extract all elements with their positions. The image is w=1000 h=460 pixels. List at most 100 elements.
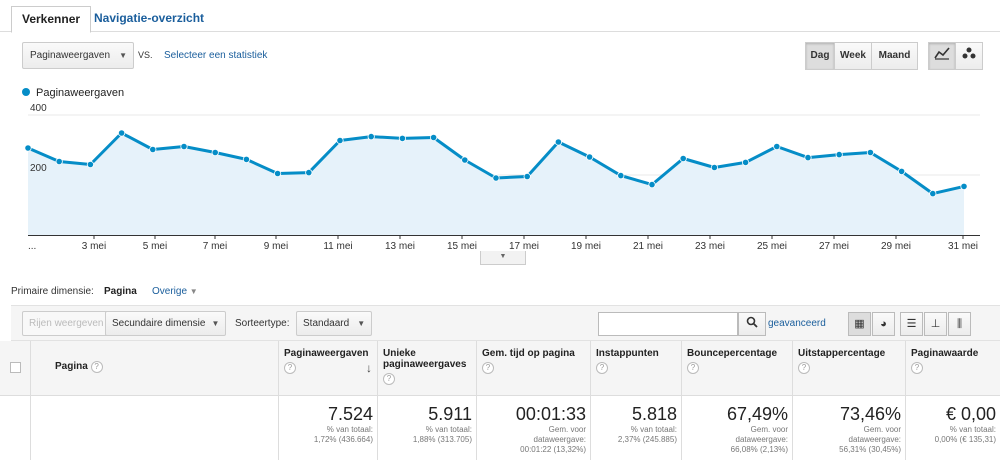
data-point[interactable] (398, 134, 406, 143)
table-header: Pagina ? Paginaweergaven? ↓ Unieke paginaw… (0, 341, 1000, 396)
data-point[interactable] (617, 172, 625, 180)
data-point[interactable] (648, 181, 656, 189)
totals-subtext: % van totaal: (425, 425, 472, 434)
data-point[interactable] (180, 142, 188, 151)
data-point[interactable] (336, 136, 344, 145)
help-icon[interactable]: ? (911, 362, 923, 374)
totals-value: 00:01:33 (515, 404, 586, 424)
data-point[interactable] (897, 167, 906, 176)
chart-resize-handle[interactable]: ▼ (480, 251, 526, 265)
data-point[interactable] (523, 172, 531, 181)
help-icon[interactable]: ? (90, 361, 103, 373)
totals-cell: € 0,00% van totaal: 0,00% (€ 135,31) (905, 396, 1000, 460)
header-col-5[interactable]: Uitstappercentage? (792, 341, 905, 396)
totals-subtext: % van totaal: (949, 425, 996, 434)
series-dot-icon (22, 88, 30, 96)
totals-subtext: dataweergave: (848, 435, 901, 444)
line-chart-icon[interactable] (928, 42, 956, 70)
period-week-button[interactable]: Week (834, 42, 872, 70)
header-col-6[interactable]: Paginawaarde? (905, 341, 1000, 396)
select-all-checkbox[interactable] (10, 362, 21, 373)
data-point[interactable] (305, 169, 313, 177)
totals-cell: 5.818% van totaal: 2,37% (245.885) (590, 396, 681, 460)
data-point[interactable] (118, 129, 126, 137)
data-point[interactable] (554, 138, 563, 146)
data-point[interactable] (585, 153, 594, 161)
x-tick-label: 19 mei (571, 241, 601, 252)
pivot-view-icon[interactable]: ⫼ (948, 312, 971, 336)
motion-chart-icon[interactable] (955, 42, 983, 70)
sort-descending-icon: ↓ (366, 361, 372, 375)
chart-controls: Paginaweergaven ▼ VS. Selecteer een stat… (0, 32, 1000, 82)
tab-navigatie-overzicht[interactable]: Navigatie-overzicht (94, 11, 205, 25)
totals-subtext: 1,88% (313.705) (412, 435, 472, 444)
chevron-down-icon: ▼ (211, 319, 220, 328)
data-point[interactable] (461, 156, 469, 164)
data-point[interactable] (429, 133, 438, 142)
totals-subtext: % van totaal: (630, 425, 677, 434)
header-col-4[interactable]: Bouncepercentage? (681, 341, 792, 396)
header-col-3[interactable]: Instappunten? (590, 341, 681, 396)
totals-subtext: Gem. voor (548, 425, 586, 434)
totals-subtext: 00:01:22 (13,32%) (520, 445, 586, 454)
metric-dropdown[interactable]: Paginaweergaven ▼ (22, 42, 134, 69)
data-point[interactable] (741, 158, 750, 167)
data-point[interactable] (86, 160, 95, 169)
help-icon[interactable]: ? (383, 373, 395, 385)
data-point[interactable] (710, 163, 719, 172)
table-search-input[interactable] (598, 312, 738, 336)
comparison-view-icon[interactable]: ⊥ (924, 312, 947, 336)
data-point[interactable] (55, 157, 63, 166)
data-point[interactable] (679, 154, 687, 163)
totals-subtext: 66,08% (2,13%) (730, 445, 788, 454)
select-statistic-link[interactable]: Selecteer een statistiek (164, 50, 268, 61)
table-view-icon[interactable]: ▦ (848, 312, 871, 336)
header-col-2[interactable]: Gem. tijd op pagina? (476, 341, 590, 396)
chart-legend: Paginaweergaven (22, 87, 124, 99)
totals-cell: 67,49% Gem. voor dataweergave: 66,08% (2,13… (681, 396, 792, 460)
x-tick-label: 15 mei (447, 241, 477, 252)
data-point[interactable] (773, 142, 781, 151)
data-point[interactable] (24, 144, 32, 152)
totals-cell: 5.911% van totaal: 1,88% (313.705) (377, 396, 476, 460)
sort-type-dropdown[interactable]: Standaard ▼ (296, 311, 373, 336)
totals-subtext: Gem. voor (750, 425, 788, 434)
x-tick-label: 17 mei (509, 241, 539, 252)
pie-view-icon[interactable]: ◕ (872, 312, 895, 336)
data-point[interactable] (866, 148, 875, 157)
dimension-other-link[interactable]: Overige ▼ (152, 286, 198, 297)
data-point[interactable] (273, 169, 282, 178)
data-point[interactable] (960, 182, 968, 191)
header-col-1[interactable]: Unieke paginaweergaves? (377, 341, 476, 396)
performance-view-icon[interactable]: ☰ (900, 312, 923, 336)
help-icon[interactable]: ? (596, 362, 608, 374)
tab-verkenner[interactable]: Verkenner (11, 6, 92, 33)
data-point[interactable] (492, 174, 500, 182)
data-point[interactable] (211, 148, 219, 157)
data-point[interactable] (804, 153, 812, 162)
data-point[interactable] (835, 150, 843, 159)
advanced-filter-link[interactable]: geavanceerd (768, 318, 826, 329)
search-icon[interactable] (738, 312, 766, 336)
period-month-button[interactable]: Maand (871, 42, 918, 70)
legend-series-name: Paginaweergaven (36, 87, 125, 99)
help-icon[interactable]: ? (482, 362, 494, 374)
data-point[interactable] (929, 190, 937, 198)
period-day-button[interactable]: Dag (805, 42, 835, 70)
totals-subtext: dataweergave: (735, 435, 788, 444)
secondary-dimension-label: Secundaire dimensie (112, 318, 206, 329)
data-point[interactable] (367, 132, 375, 141)
header-col-0[interactable]: Paginaweergaven? ↓ (278, 341, 377, 396)
help-icon[interactable]: ? (687, 362, 699, 374)
secondary-dimension-dropdown[interactable]: Secundaire dimensie ▼ (105, 311, 227, 336)
x-tick-label: 5 mei (143, 241, 167, 252)
data-point[interactable] (149, 145, 157, 154)
header-pagina[interactable]: Pagina ? (30, 341, 278, 396)
dimension-pagina[interactable]: Pagina (104, 286, 137, 297)
show-rows-button[interactable]: Rijen weergeven (22, 311, 111, 336)
help-icon[interactable]: ? (284, 362, 296, 374)
dimension-other-label: Overige (152, 286, 188, 297)
totals-value: 73,46% (839, 404, 901, 424)
help-icon[interactable]: ? (798, 362, 810, 374)
data-point[interactable] (242, 155, 250, 164)
